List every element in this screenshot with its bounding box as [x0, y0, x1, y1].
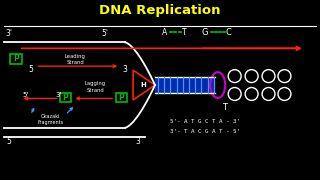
Bar	[155, 77, 215, 93]
Text: 5: 5	[28, 65, 33, 74]
Text: 3'- T A C G A T - 5': 3'- T A C G A T - 5'	[170, 129, 240, 134]
Text: P: P	[13, 54, 19, 63]
Text: 3: 3	[136, 137, 140, 146]
Text: Okazaki
Fragments: Okazaki Fragments	[37, 114, 64, 125]
Text: 3: 3	[123, 65, 128, 74]
Text: Leading
Strand: Leading Strand	[65, 54, 86, 65]
Text: Lagging
Strand: Lagging Strand	[85, 81, 106, 93]
Text: P: P	[62, 93, 68, 102]
Text: G: G	[202, 28, 208, 37]
Text: H: H	[140, 82, 146, 88]
Text: T: T	[181, 28, 186, 37]
Text: A: A	[162, 28, 168, 37]
Text: 5: 5	[6, 137, 11, 146]
Text: 5'- A T G C T A - 3': 5'- A T G C T A - 3'	[170, 119, 240, 124]
Text: P: P	[118, 93, 124, 102]
Text: 3': 3'	[5, 29, 12, 38]
Text: 5': 5'	[102, 29, 109, 38]
Text: C: C	[226, 28, 232, 37]
Text: 5': 5'	[22, 92, 29, 98]
Text: DNA Replication: DNA Replication	[99, 4, 221, 17]
Text: 3': 3'	[55, 92, 62, 98]
Text: T: T	[222, 103, 227, 112]
